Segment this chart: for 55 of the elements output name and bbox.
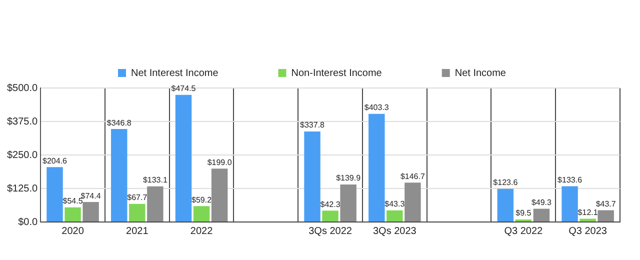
data-label: $49.3	[531, 198, 552, 207]
data-label: $133.6	[558, 175, 583, 184]
data-label: $67.7	[127, 193, 148, 202]
y-tick-label: $125.0	[6, 183, 38, 194]
data-label: $146.7	[400, 172, 426, 181]
data-label: $43.3	[384, 200, 406, 209]
bar	[304, 131, 320, 222]
legend-label: Net Income	[454, 68, 506, 79]
data-label: $204.6	[42, 156, 68, 166]
y-tick-label: $250.0	[6, 150, 38, 161]
x-tick-label: 2022	[190, 226, 214, 237]
bar	[580, 218, 596, 222]
bar	[533, 208, 550, 222]
x-tick-label: Q3 2023	[568, 226, 608, 237]
x-tick-label: 3Qs 2023	[372, 226, 417, 237]
bar	[211, 168, 228, 222]
bar	[129, 204, 146, 222]
x-tick-label: 3Qs 2022	[308, 226, 352, 237]
data-label: $337.8	[300, 120, 326, 130]
data-label: $12.1	[578, 208, 598, 217]
data-label: $123.6	[493, 178, 518, 188]
bar	[193, 206, 210, 222]
x-tick-label: 2021	[126, 226, 149, 237]
data-label: $133.1	[142, 176, 168, 185]
bar	[322, 210, 338, 222]
data-label: $199.0	[207, 158, 232, 167]
bar	[497, 188, 514, 222]
y-tick-label: $500.0	[6, 82, 38, 94]
y-tick-label: $0.0	[18, 216, 38, 228]
bar	[340, 184, 356, 222]
x-tick-label: 2020	[62, 226, 84, 237]
bar	[404, 182, 421, 222]
bar	[82, 202, 99, 222]
data-label: $43.7	[596, 199, 616, 208]
bar	[368, 114, 385, 222]
bar	[598, 210, 614, 222]
data-label: $74.4	[80, 191, 102, 200]
legend-label: Net Interest Income	[131, 68, 219, 79]
bar	[46, 167, 63, 222]
bar	[386, 210, 403, 222]
data-label: $59.2	[192, 195, 212, 204]
legend-label: Non-Interest Income	[291, 68, 382, 79]
data-label: $139.9	[336, 174, 362, 183]
data-label: $403.3	[364, 103, 390, 112]
data-label: $9.5	[516, 208, 532, 218]
data-label: $346.8	[106, 118, 132, 128]
x-tick-label: Q3 2022	[504, 226, 544, 237]
bar	[175, 94, 192, 222]
bar	[147, 186, 164, 222]
bar	[562, 186, 578, 222]
bar	[64, 207, 81, 222]
data-label: $474.5	[171, 84, 196, 94]
data-label: $42.3	[320, 200, 341, 209]
bar	[111, 129, 128, 222]
y-tick-label: $375.0	[6, 116, 38, 128]
